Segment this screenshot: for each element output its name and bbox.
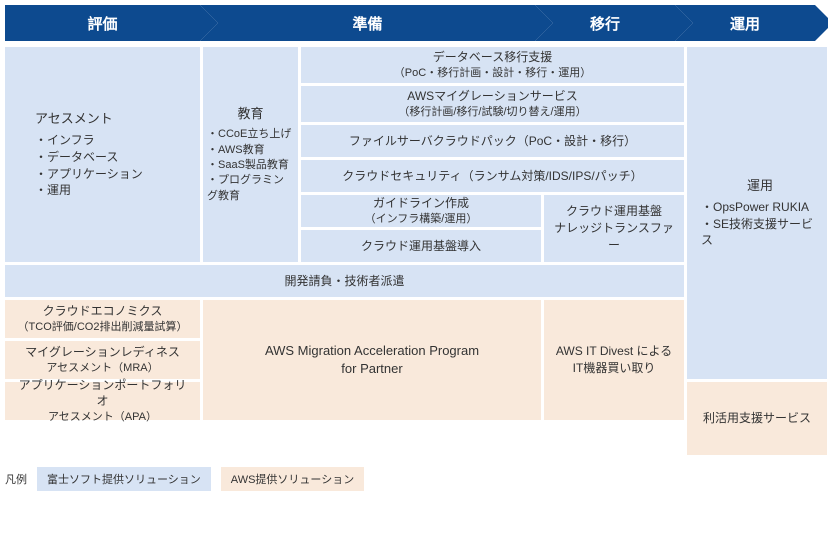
- assessment-list: インフラ データベース アプリケーション 運用: [35, 132, 143, 199]
- phase-oper-label: 運用: [730, 13, 760, 34]
- fileserver-cell: ファイルサーバクラウドパック（PoC・設計・移行）: [301, 125, 684, 157]
- assessment-title: アセスメント: [35, 110, 113, 128]
- fileserver-text: ファイルサーバクラウドパック（PoC・設計・移行）: [349, 133, 636, 150]
- guideline-line2: （インフラ構築/運用）: [365, 212, 478, 227]
- map-partner-cell: AWS Migration Acceleration Program for P…: [203, 300, 541, 420]
- operation-list: OpsPower RUKIA SE技術支援サービス: [701, 199, 819, 249]
- assessment-item: インフラ: [35, 132, 143, 149]
- phase-prep: 準備: [200, 5, 535, 41]
- education-title: 教育: [237, 105, 263, 123]
- phase-headers: 評価 準備 移行 運用: [5, 5, 823, 41]
- legend-aws: AWS提供ソリューション: [221, 467, 364, 491]
- assessment-cell: アセスメント インフラ データベース アプリケーション 運用: [5, 47, 200, 262]
- usage-support-text: 利活用支援サービス: [703, 410, 811, 427]
- education-item: CCoE立ち上げ: [207, 127, 294, 142]
- assessment-item: 運用: [35, 182, 143, 199]
- it-divest-line2: IT機器買い取り: [573, 360, 656, 377]
- phase-oper: 運用: [675, 5, 815, 41]
- it-divest-line1: AWS IT Divest による: [556, 343, 672, 360]
- education-item: プログラミング教育: [207, 173, 294, 204]
- it-divest-cell: AWS IT Divest による IT機器買い取り: [544, 300, 684, 420]
- cloud-ops-intro-cell: クラウド運用基盤導入: [301, 230, 541, 262]
- db-migration-line2: （PoC・移行計画・設計・移行・運用）: [394, 66, 591, 81]
- map-partner-line2: for Partner: [341, 360, 402, 378]
- education-item: SaaS製品教育: [207, 158, 294, 173]
- phase-eval: 評価: [5, 5, 200, 41]
- cloud-security-text: クラウドセキュリティ（ランサム対策/IDS/IPS/パッチ）: [342, 168, 642, 185]
- education-list: CCoE立ち上げ AWS教育 SaaS製品教育 プログラミング教育: [207, 127, 294, 204]
- dev-contract-cell: 開発請負・技術者派遣: [5, 265, 684, 297]
- assessment-item: データベース: [35, 149, 143, 166]
- mra-cell: マイグレーションレディネス アセスメント（MRA）: [5, 341, 200, 379]
- dev-contract-text: 開発請負・技術者派遣: [284, 273, 404, 290]
- operation-title: 運用: [747, 177, 773, 195]
- aws-migration-svc-line1: AWSマイグレーションサービス: [407, 88, 577, 105]
- cloud-economics-line1: クラウドエコノミクス: [43, 303, 163, 320]
- cloud-ops-knowledge-line1: クラウド運用基盤: [566, 203, 662, 220]
- education-item: AWS教育: [207, 143, 294, 158]
- apa-cell: アプリケーションポートフォリオ アセスメント（APA）: [5, 382, 200, 420]
- map-partner-line1: AWS Migration Acceleration Program: [265, 342, 479, 360]
- solution-grid: アセスメント インフラ データベース アプリケーション 運用 教育 CCoE立ち…: [5, 47, 823, 455]
- phase-migrate: 移行: [535, 5, 675, 41]
- apa-line2: アセスメント（APA）: [48, 410, 157, 425]
- operation-cell: 運用 OpsPower RUKIA SE技術支援サービス: [687, 47, 827, 379]
- db-migration-cell: データベース移行支援 （PoC・移行計画・設計・移行・運用）: [301, 47, 684, 83]
- phase-prep-label: 準備: [352, 13, 382, 34]
- legend: 凡例 富士ソフト提供ソリューション AWS提供ソリューション: [5, 467, 823, 491]
- legend-fuji: 富士ソフト提供ソリューション: [37, 467, 211, 491]
- phase-migrate-label: 移行: [590, 13, 620, 34]
- mra-line1: マイグレーションレディネス: [25, 344, 180, 361]
- education-cell: 教育 CCoE立ち上げ AWS教育 SaaS製品教育 プログラミング教育: [203, 47, 298, 262]
- cloud-security-cell: クラウドセキュリティ（ランサム対策/IDS/IPS/パッチ）: [301, 160, 684, 192]
- cloud-ops-knowledge-cell: クラウド運用基盤 ナレッジトランスファー: [544, 195, 684, 262]
- mra-line2: アセスメント（MRA）: [46, 361, 158, 376]
- cloud-ops-intro-text: クラウド運用基盤導入: [361, 238, 481, 255]
- aws-migration-svc-line2: （移行計画/移行/試験/切り替え/運用）: [398, 105, 586, 120]
- apa-line1: アプリケーションポートフォリオ: [13, 377, 192, 411]
- usage-support-cell: 利活用支援サービス: [687, 382, 827, 455]
- phase-eval-label: 評価: [87, 13, 117, 34]
- guideline-line1: ガイドライン作成: [373, 195, 469, 212]
- aws-migration-svc-cell: AWSマイグレーションサービス （移行計画/移行/試験/切り替え/運用）: [301, 86, 684, 122]
- cloud-economics-cell: クラウドエコノミクス （TCO評価/CO2排出削減量試算）: [5, 300, 200, 338]
- guideline-cell: ガイドライン作成 （インフラ構築/運用）: [301, 195, 541, 227]
- legend-label: 凡例: [5, 471, 27, 487]
- cloud-ops-knowledge-line2: ナレッジトランスファー: [552, 220, 676, 254]
- assessment-item: アプリケーション: [35, 166, 143, 183]
- cloud-economics-line2: （TCO評価/CO2排出削減量試算）: [18, 320, 188, 335]
- operation-item: SE技術支援サービス: [701, 216, 819, 250]
- operation-item: OpsPower RUKIA: [701, 199, 819, 216]
- db-migration-line1: データベース移行支援: [433, 49, 552, 66]
